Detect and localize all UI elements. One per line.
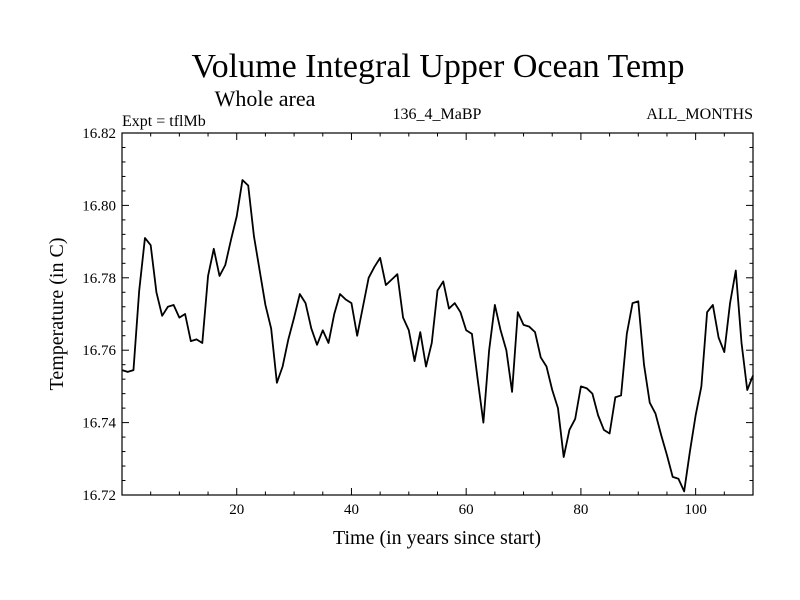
y-tick-label: 16.74 [82,416,116,432]
x-tick-label: 40 [344,502,359,518]
y-tick-label: 16.80 [82,198,116,214]
plot-frame [121,132,754,496]
run-label: 136_4_MaBP [393,106,482,123]
y-axis-label: Temperature (in C) [46,238,68,391]
x-tick-label: 80 [573,502,588,518]
chart-subtitle: Whole area [215,86,316,111]
x-tick-label: 20 [229,502,244,518]
x-axis-label: Time (in years since start) [333,527,541,549]
y-tick-label: 16.82 [82,126,116,142]
period-label: ALL_MONTHS [646,106,753,123]
y-tick-label: 16.76 [82,343,116,359]
series-line [121,179,754,493]
y-tick-label: 16.78 [82,271,116,287]
x-tick-label: 60 [459,502,474,518]
chart-title: Volume Integral Upper Ocean Temp [192,48,685,85]
x-tick-label: 100 [684,502,707,518]
y-tick-label: 16.72 [82,488,116,504]
expt-label: Expt = tflMb [122,113,206,130]
